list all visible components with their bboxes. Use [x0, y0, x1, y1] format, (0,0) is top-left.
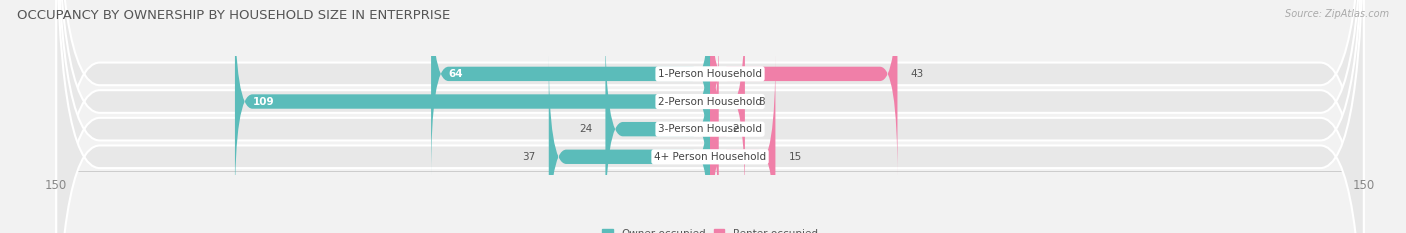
Text: 43: 43: [911, 69, 924, 79]
Text: 109: 109: [252, 96, 274, 106]
Text: 3-Person Household: 3-Person Household: [658, 124, 762, 134]
Text: 37: 37: [523, 152, 536, 162]
FancyBboxPatch shape: [56, 0, 1364, 233]
Text: 2-Person Household: 2-Person Household: [658, 96, 762, 106]
FancyBboxPatch shape: [432, 0, 710, 177]
Text: 2: 2: [731, 124, 738, 134]
Text: 15: 15: [789, 152, 801, 162]
FancyBboxPatch shape: [235, 0, 710, 205]
Legend: Owner-occupied, Renter-occupied: Owner-occupied, Renter-occupied: [598, 225, 823, 233]
Text: 64: 64: [449, 69, 463, 79]
Text: 1-Person Household: 1-Person Household: [658, 69, 762, 79]
Text: OCCUPANCY BY OWNERSHIP BY HOUSEHOLD SIZE IN ENTERPRISE: OCCUPANCY BY OWNERSHIP BY HOUSEHOLD SIZE…: [17, 9, 450, 22]
FancyBboxPatch shape: [56, 0, 1364, 233]
FancyBboxPatch shape: [710, 0, 897, 177]
FancyBboxPatch shape: [710, 53, 776, 233]
Text: 24: 24: [579, 124, 592, 134]
Text: 8: 8: [758, 96, 765, 106]
FancyBboxPatch shape: [56, 0, 1364, 233]
FancyBboxPatch shape: [56, 0, 1364, 233]
FancyBboxPatch shape: [710, 0, 745, 205]
FancyBboxPatch shape: [548, 53, 710, 233]
FancyBboxPatch shape: [702, 26, 727, 233]
Text: Source: ZipAtlas.com: Source: ZipAtlas.com: [1285, 9, 1389, 19]
FancyBboxPatch shape: [606, 26, 710, 233]
Text: 4+ Person Household: 4+ Person Household: [654, 152, 766, 162]
